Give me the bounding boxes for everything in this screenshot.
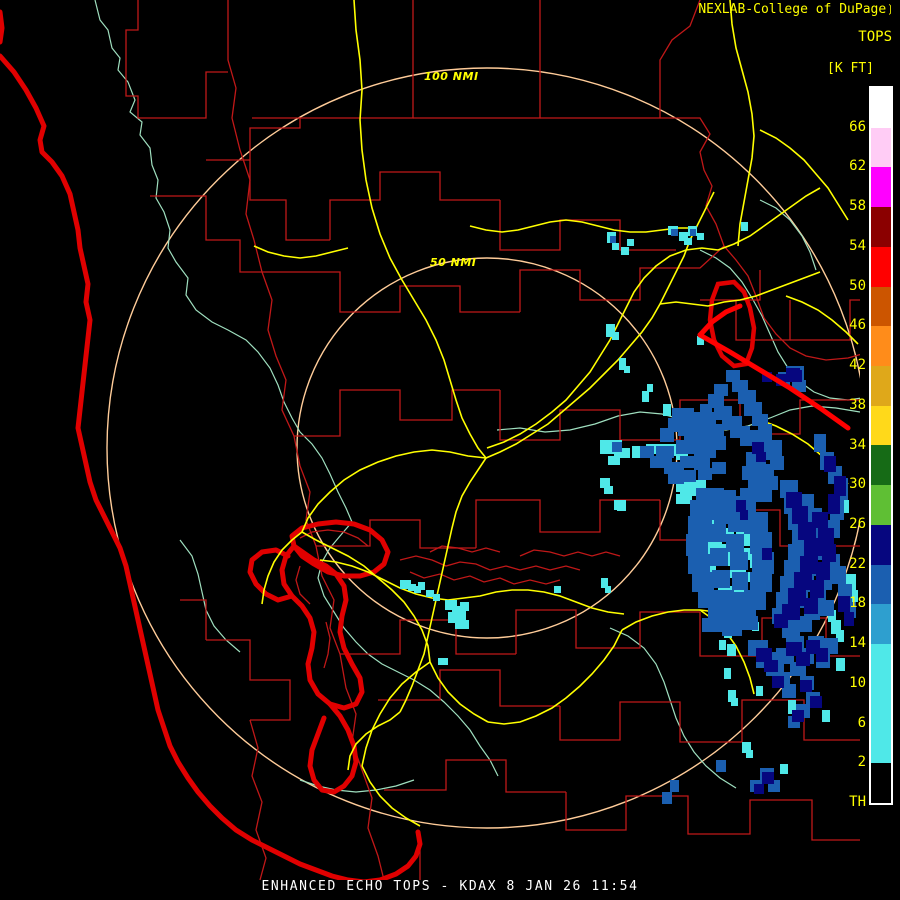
colorbar-band (871, 445, 891, 486)
brand-watermark: NEXLAB-College of DuPage❲ (698, 2, 894, 17)
colorbar-tick-label: 30 (849, 476, 866, 493)
colorbar-band (871, 763, 891, 803)
echo-tops-colorbar[interactable] (869, 86, 893, 805)
product-caption: ENHANCED ECHO TOPS - KDAX 8 JAN 26 11:54 (261, 879, 639, 894)
colorbar-band (871, 167, 891, 208)
colorbar-tick-label: TH (849, 794, 866, 810)
colorbar-tick-label: 18 (849, 595, 866, 612)
colorbar-band (871, 524, 891, 565)
highway-layer (253, 0, 859, 827)
colorbar-tick-label: 6 (857, 714, 866, 731)
colorbar-tick-label: 46 (849, 317, 866, 334)
interstate-overlay (697, 303, 851, 431)
colorbar-tick-label: 62 (849, 158, 866, 175)
range-ring-100nmi (106, 67, 860, 829)
colorbar-band (871, 405, 891, 446)
colorbar-tick-label: 38 (849, 396, 866, 413)
colorbar-band (871, 88, 891, 128)
colorbar-band (871, 485, 891, 525)
colorbar-band (871, 246, 891, 287)
echo-layer-navy (736, 368, 854, 794)
coastline-layer (0, 9, 423, 880)
colorbar-tick-label: 54 (849, 237, 866, 254)
colorbar-band (871, 564, 891, 605)
colorbar-tick-label: 26 (849, 515, 866, 532)
colorbar-tick-label: 50 (849, 277, 866, 294)
colorbar-band (871, 604, 891, 645)
colorbar-band (871, 286, 891, 327)
colorbar-tick-label: 22 (849, 555, 866, 572)
colorbar-tick-label: 42 (849, 357, 866, 374)
legend-title: TOPS (858, 29, 892, 45)
colorbar-tick-label: 34 (849, 436, 866, 453)
colorbar-tick-label: 2 (857, 754, 866, 771)
legend-units: [K FT] (827, 61, 874, 76)
colorbar-band (871, 644, 891, 684)
colorbar-tick-label: 66 (849, 118, 866, 135)
colorbar-band (871, 683, 891, 724)
colorbar-band (871, 366, 891, 406)
colorbar-band (871, 127, 891, 168)
range-ring-label-100: 100 NMI (424, 70, 479, 83)
colorbar-band (871, 326, 891, 367)
bay-detail-layer (295, 529, 621, 669)
range-ring-label-50: 50 NMI (430, 256, 477, 269)
brand-text: NEXLAB-College of DuPage (698, 2, 887, 17)
colorbar-tick-label: 10 (849, 674, 866, 691)
colorbar-tick-label: 14 (849, 635, 866, 652)
cod-logo-icon: ❲ (886, 2, 894, 17)
colorbar-band (871, 723, 891, 764)
colorbar-band (871, 207, 891, 247)
colorbar-tick-label: 58 (849, 198, 866, 215)
